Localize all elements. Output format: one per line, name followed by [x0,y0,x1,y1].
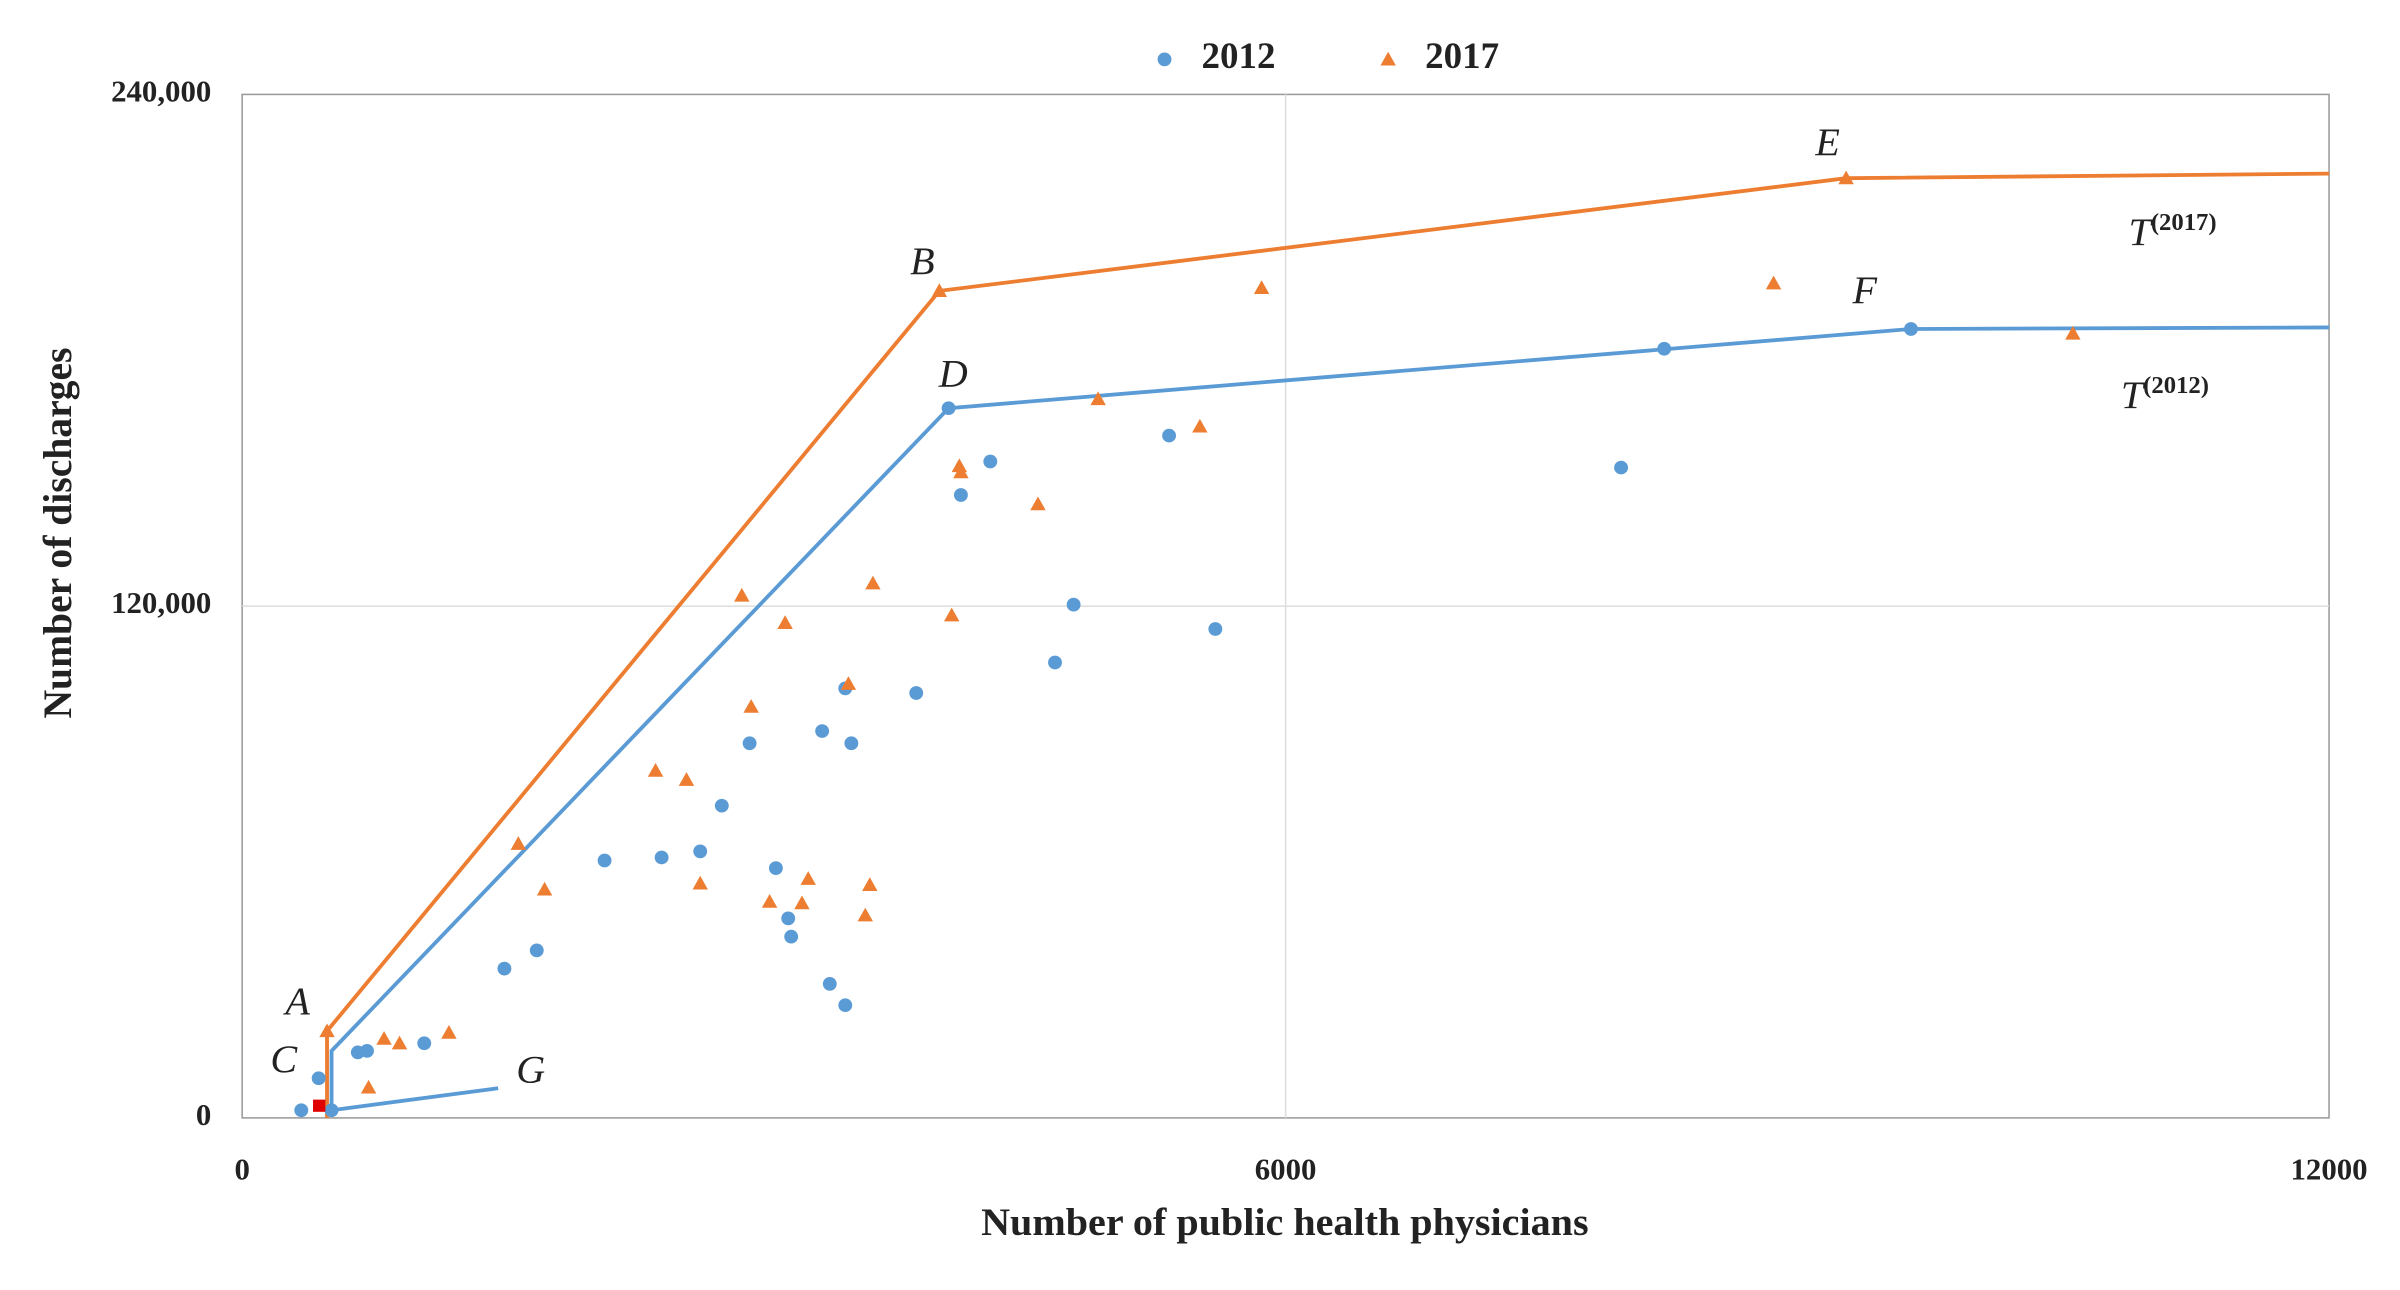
annotation-text: T [2121,372,2146,417]
point [941,401,956,416]
point [794,895,810,910]
point [536,881,553,896]
point [311,1071,326,1086]
point [529,943,544,958]
x-tick-label: 0 [234,1153,249,1187]
point [781,911,796,926]
annotation: G [516,1047,545,1092]
point [800,871,816,885]
point [734,587,750,602]
legend-label: 2012 [1202,35,1276,76]
annotation-text: A [282,979,310,1024]
point [742,736,757,751]
point [953,488,968,502]
annotation: A [282,979,310,1024]
legend-marker [1380,51,1396,66]
point [840,676,857,690]
point [1030,496,1046,511]
point [822,977,837,991]
point [294,1103,309,1118]
point [784,929,799,944]
annotation-text: D [938,351,968,396]
point [1657,341,1672,356]
point [844,736,859,751]
point [743,699,759,713]
point [931,283,948,297]
point [1066,597,1081,612]
point [678,772,695,786]
point [761,894,778,908]
annotation-text: E [1814,120,1840,165]
point [417,1036,432,1051]
point [1192,418,1208,433]
point [1614,460,1629,475]
point [1162,428,1177,443]
point [1090,391,1106,406]
point [983,454,998,469]
annotation: T(2017) [2129,209,2217,254]
legend-marker [1157,52,1172,67]
point [319,1023,335,1038]
annotation-sup: (2017) [2151,209,2217,236]
point [510,836,527,850]
point [815,724,830,738]
annotation-text: B [910,238,934,283]
point [865,575,881,590]
annotation-text: F [1851,267,1877,312]
point [943,607,960,622]
y-axis-title: Number of discharges [35,348,80,719]
point [953,464,969,479]
point [692,875,708,890]
annotation: T(2012) [2121,372,2209,417]
annotation: E [1814,120,1840,165]
y-tick-label: 120,000 [111,586,211,620]
x-axis-title: Number of public health physicians [981,1199,1588,1244]
point [857,907,873,922]
annotation-text: T [2129,209,2154,254]
annotation: B [910,238,934,283]
point [777,615,793,630]
point [693,844,708,859]
point [313,1099,326,1112]
point [441,1024,457,1039]
point [1208,622,1223,636]
point [1253,280,1270,294]
annotation: D [938,351,968,396]
point [1048,655,1062,670]
point [909,686,924,700]
annotation-text: G [516,1047,545,1092]
point [1765,275,1782,290]
point [654,850,669,865]
y-tick-label: 240,000 [111,75,211,109]
point [597,853,612,868]
point [1904,322,1918,336]
point [862,877,878,891]
point [768,861,783,875]
annotation: F [1851,267,1877,312]
annotation-text: C [270,1036,297,1081]
x-tick-label: 12000 [2291,1153,2368,1187]
point [360,1079,377,1094]
point [2065,325,2081,340]
point [714,798,729,813]
point [838,998,853,1013]
legend-label: 2017 [1425,35,1499,76]
point [391,1035,408,1050]
point [1838,170,1854,185]
frontier-line [329,325,2330,1111]
point [360,1044,374,1058]
annotation: C [270,1036,297,1081]
annotation-sup: (2012) [2143,372,2209,399]
x-tick-label: 6000 [1255,1153,1317,1187]
point [324,1103,339,1118]
frontier-line [325,171,2330,1118]
point [497,961,512,976]
frontier-line [331,1086,499,1113]
y-tick-label: 0 [196,1098,211,1132]
point [376,1031,392,1045]
point [647,763,664,777]
